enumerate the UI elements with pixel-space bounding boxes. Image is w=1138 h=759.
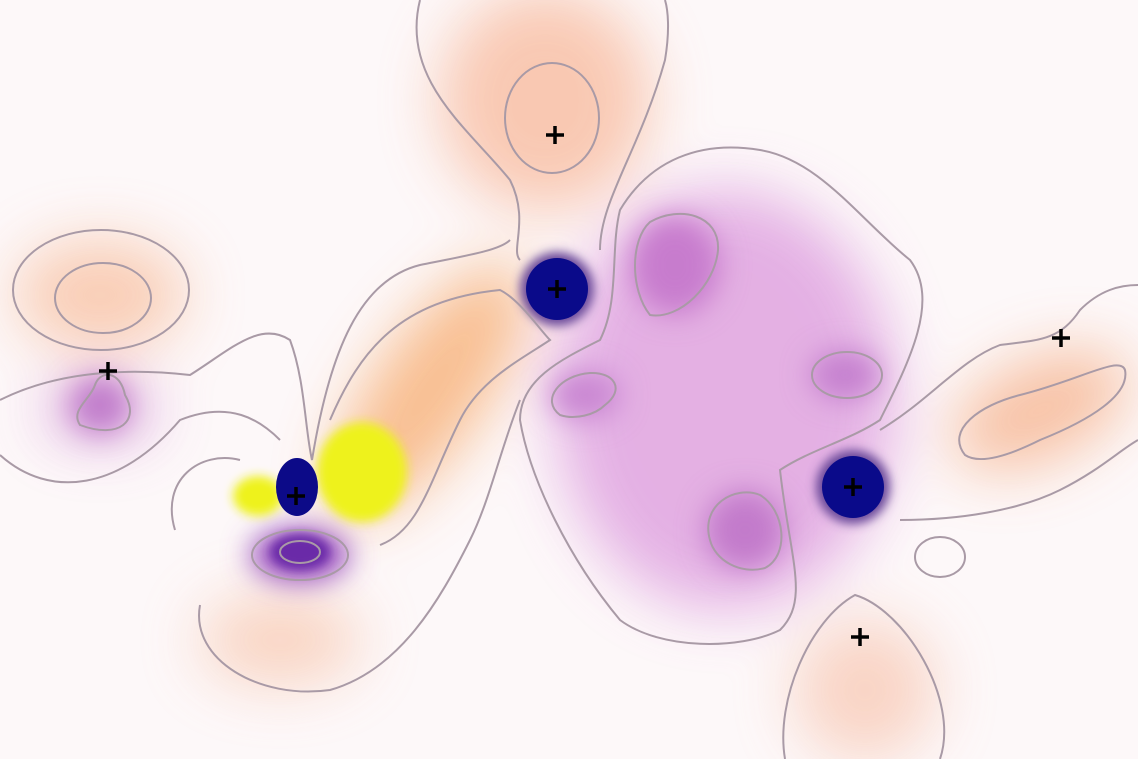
atom-markers	[99, 126, 1070, 646]
